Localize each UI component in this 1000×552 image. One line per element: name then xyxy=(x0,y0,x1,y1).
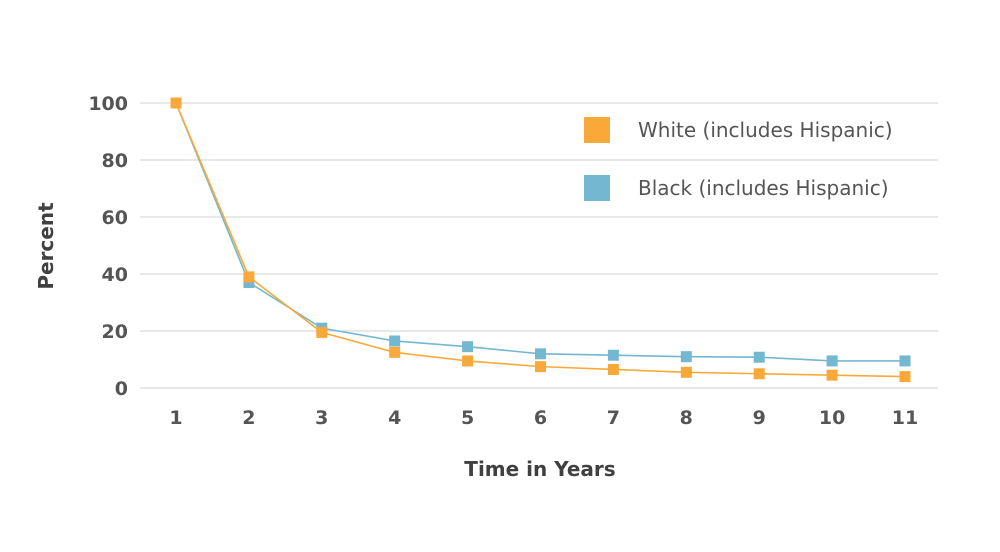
y-tick-label: 80 xyxy=(102,150,128,172)
y-tick-label: 0 xyxy=(115,378,128,400)
data-point-marker xyxy=(607,363,619,375)
data-point-marker xyxy=(899,355,911,367)
data-point-marker xyxy=(899,371,911,383)
x-tick-label: 4 xyxy=(388,407,401,429)
x-axis-title: Time in Years xyxy=(464,457,615,481)
x-tick-label: 9 xyxy=(753,407,766,429)
series-group xyxy=(170,97,911,383)
x-axis-ticks: 1 2 3 4 5 6 7 8 9 10 11 xyxy=(169,407,918,429)
data-point-marker xyxy=(826,355,838,367)
x-tick-label: 10 xyxy=(819,407,845,429)
data-point-marker xyxy=(826,369,838,381)
data-point-marker xyxy=(243,277,255,289)
series-line xyxy=(175,102,906,378)
data-point-marker xyxy=(753,368,765,380)
data-point-marker xyxy=(680,366,692,378)
data-point-marker xyxy=(535,348,546,360)
legend-item: Black (includes Hispanic) xyxy=(584,175,889,201)
data-point-marker xyxy=(607,349,619,361)
y-tick-label: 60 xyxy=(102,207,128,229)
x-tick-label: 7 xyxy=(607,407,620,429)
data-point-marker xyxy=(462,341,474,353)
y-tick-label: 20 xyxy=(102,321,128,343)
data-point-marker xyxy=(753,351,765,363)
y-tick-label: 40 xyxy=(102,264,128,286)
data-point-marker xyxy=(389,346,401,358)
y-axis-title: Percent xyxy=(34,202,58,290)
legend-swatch xyxy=(584,175,610,201)
legend-label: White (includes Hispanic) xyxy=(638,118,893,142)
data-point-marker xyxy=(680,351,692,363)
y-tick-label: 100 xyxy=(88,93,128,115)
data-point-marker xyxy=(535,361,546,373)
legend-label: Black (includes Hispanic) xyxy=(638,176,889,200)
x-tick-label: 6 xyxy=(534,407,547,429)
x-tick-label: 5 xyxy=(461,407,474,429)
data-point-marker xyxy=(316,326,328,338)
data-point-marker xyxy=(462,355,474,367)
data-point-marker xyxy=(170,97,182,109)
x-tick-label: 2 xyxy=(242,407,255,429)
grid xyxy=(140,102,938,389)
x-tick-label: 1 xyxy=(169,407,182,429)
series-1 xyxy=(170,97,911,383)
x-tick-label: 8 xyxy=(680,407,693,429)
data-point-marker xyxy=(243,271,255,283)
legend: White (includes Hispanic) Black (includes… xyxy=(584,117,893,201)
x-tick-label: 11 xyxy=(892,407,918,429)
x-tick-label: 3 xyxy=(315,407,328,429)
y-axis-ticks: 0 20 40 60 80 100 xyxy=(88,93,128,400)
data-point-marker xyxy=(389,335,401,347)
legend-swatch xyxy=(584,117,610,143)
legend-item: White (includes Hispanic) xyxy=(584,117,893,143)
